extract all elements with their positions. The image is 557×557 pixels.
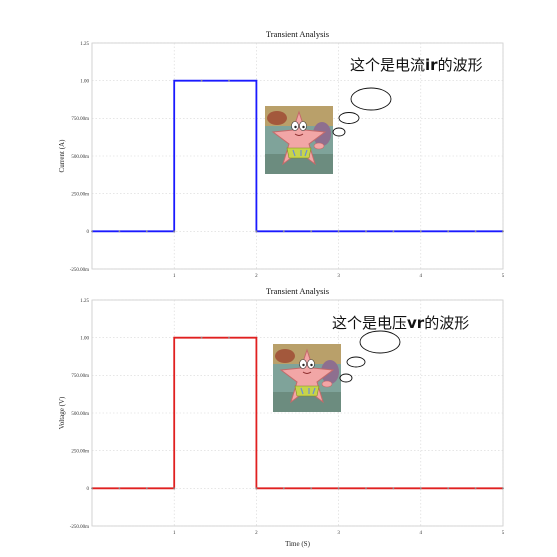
- plot2-x-tick-label: 5: [502, 531, 505, 536]
- plot2-series-marker: [502, 487, 504, 490]
- plot2-series-marker: [337, 487, 340, 490]
- plot2-y-tick-label: -250.00m: [70, 525, 89, 530]
- plot1-series-marker: [502, 230, 504, 233]
- annotation-current: 这个是电流ir的波形: [350, 56, 483, 74]
- cartoon-illustration-1: [265, 106, 333, 174]
- plot2-x-axis-title: Time (S): [285, 540, 311, 548]
- plot1-series-marker: [173, 230, 176, 233]
- plot1-series-marker: [474, 230, 477, 233]
- plot1-series-marker: [392, 230, 395, 233]
- plot2-y-axis-title: Voltage (V): [58, 396, 66, 429]
- plot1-y-tick-label: 250.00m: [71, 192, 89, 197]
- plot1-series-marker: [228, 79, 230, 82]
- plot1-y-tick-label: 1.25: [80, 42, 89, 47]
- plot2-series-marker: [447, 487, 450, 490]
- annotation-voltage: 这个是电压vr的波形: [332, 314, 470, 332]
- plot2-x-tick-label: 4: [420, 531, 423, 536]
- plot1-series-marker: [255, 230, 258, 233]
- plot1-series-marker: [91, 230, 93, 233]
- plot1-x-tick-label: 5: [502, 274, 505, 279]
- plot1-chart-title: Transient Analysis: [266, 29, 329, 39]
- plot2-y-tick-label: 250.00m: [71, 449, 89, 454]
- plot2-x-tick-label: 2: [255, 531, 258, 536]
- plot1-series-line: [92, 79, 503, 233]
- thought-bubble-small: [332, 127, 346, 137]
- plot2-series-marker: [118, 487, 121, 490]
- thought-bubble-medium: [346, 356, 366, 368]
- plot2-series-marker: [228, 336, 230, 339]
- plot1-series-marker: [419, 230, 422, 233]
- plot2-y-tick-label: 750.00m: [71, 374, 89, 379]
- thought-bubble-small: [339, 373, 353, 383]
- plot1-series-marker: [282, 230, 285, 233]
- plot2-series-marker: [474, 487, 477, 490]
- thought-bubble-medium: [338, 112, 360, 124]
- thought-bubble-large: [350, 87, 392, 111]
- plot1-series-marker: [365, 230, 367, 233]
- plot1-y-tick-label: 500.00m: [71, 155, 89, 160]
- plot2-series-marker: [91, 487, 93, 490]
- plot2-plot-frame: [91, 299, 504, 527]
- plot1-y-tick-label: -250.00m: [70, 268, 89, 273]
- plot2-series-marker: [255, 487, 258, 490]
- plot2-x-tick-label: 1: [173, 531, 176, 536]
- plot1-y-tick-label: 750.00m: [71, 117, 89, 122]
- plot1-x-tick-label: 2: [255, 274, 258, 279]
- plot2-chart-title: Transient Analysis: [266, 286, 329, 296]
- plot2-series-marker: [419, 487, 422, 490]
- plot2-y-tick-label: 1.25: [80, 299, 89, 304]
- plot1-series-marker: [118, 230, 121, 233]
- plot1-series-marker: [447, 230, 450, 233]
- plot1-y-tick-label: 1.00: [80, 79, 89, 84]
- plot2-series-line: [92, 336, 503, 490]
- plot1-series-marker: [310, 230, 313, 233]
- plot2-y-tick-label: 0: [87, 487, 90, 492]
- plot2-y-tick-label: 500.00m: [71, 412, 89, 417]
- plot2-series-marker: [392, 487, 395, 490]
- plot2-series-marker: [310, 487, 313, 490]
- cartoon-illustration-2: [273, 344, 341, 412]
- plot2-series-marker: [365, 487, 367, 490]
- plot2-series-marker: [282, 487, 285, 490]
- plot2-series-marker: [200, 336, 203, 339]
- plot1-series-marker: [337, 230, 340, 233]
- thought-bubble-large: [359, 330, 401, 354]
- plot1-series-marker: [145, 230, 148, 233]
- plot2-y-tick-label: 1.00: [80, 336, 89, 341]
- plot1-y-tick-label: 0: [87, 230, 90, 235]
- plot1-x-tick-label: 1: [173, 274, 176, 279]
- plot2-series-marker: [145, 487, 148, 490]
- plot1-series-marker: [200, 79, 203, 82]
- plot2-series-marker: [173, 487, 176, 490]
- plot2-x-tick-label: 3: [337, 531, 340, 536]
- plot1-x-tick-label: 3: [337, 274, 340, 279]
- plot1-y-axis-title: Current (A): [58, 139, 66, 173]
- plot1-x-tick-label: 4: [420, 274, 423, 279]
